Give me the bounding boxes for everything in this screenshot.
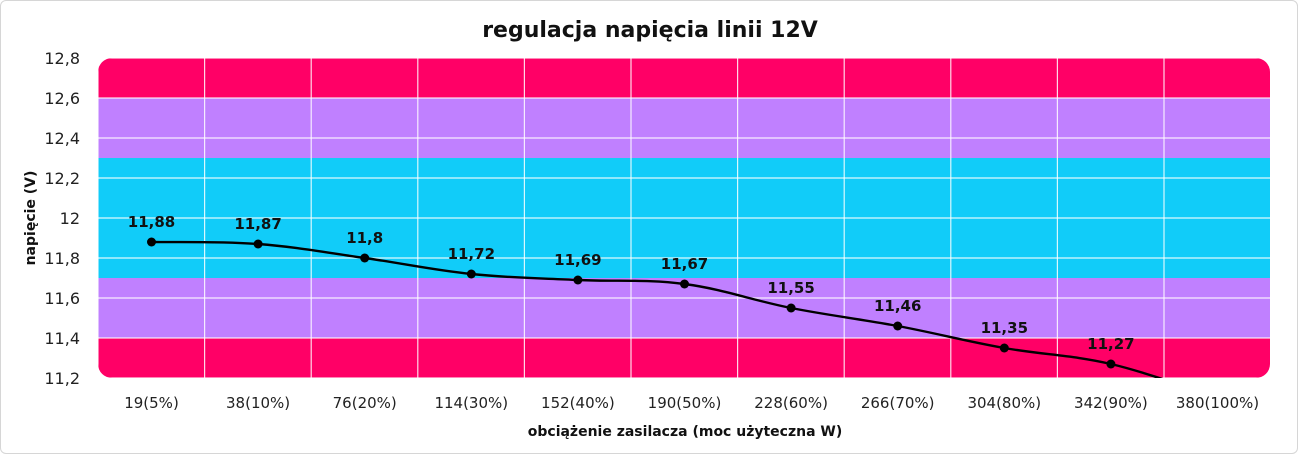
data-label: 11,27 — [1087, 335, 1134, 353]
data-point — [360, 253, 370, 263]
x-tick-label: 266(70%) — [861, 394, 935, 412]
chart-title: regulacja napięcia linii 12V — [482, 18, 818, 43]
data-label: 11,87 — [234, 215, 281, 233]
x-tick-label: 380(100%) — [1176, 394, 1259, 412]
data-point — [999, 343, 1009, 353]
y-tick-label: 12 — [60, 209, 80, 228]
x-tick-label: 19(5%) — [124, 394, 179, 412]
data-point — [893, 321, 903, 331]
x-tick-label: 76(20%) — [333, 394, 397, 412]
band-3 — [98, 98, 1270, 158]
data-point — [466, 269, 476, 279]
data-label: 11,72 — [448, 245, 495, 263]
data-point — [147, 237, 156, 247]
x-tick-label: 228(60%) — [754, 394, 828, 412]
x-tick-label: 152(40%) — [541, 394, 615, 412]
y-tick-label: 12,6 — [44, 89, 80, 108]
data-point — [680, 279, 689, 289]
data-label: 11,55 — [767, 279, 814, 297]
x-tick-label: 342(90%) — [1074, 394, 1148, 412]
data-label: 11,67 — [661, 255, 708, 273]
x-tick-label: 190(50%) — [648, 394, 722, 412]
data-label: 11,35 — [981, 319, 1028, 337]
data-point — [1106, 359, 1116, 369]
y-tick-label: 12,4 — [44, 129, 80, 148]
x-tick-label: 38(10%) — [226, 394, 290, 412]
y-tick-label: 11,8 — [44, 249, 80, 268]
y-tick-label: 12,8 — [44, 49, 80, 68]
data-point — [253, 239, 263, 249]
x-tick-label: 114(30%) — [434, 394, 508, 412]
data-label: 11,46 — [874, 297, 921, 315]
y-tick-label: 11,6 — [44, 289, 80, 308]
y-tick-label: 12,2 — [44, 169, 80, 188]
x-tick-label: 304(80%) — [967, 394, 1041, 412]
y-tick-label: 11,2 — [44, 369, 80, 388]
data-label: 11,69 — [554, 251, 601, 269]
y-tick-label: 11,4 — [44, 329, 80, 348]
data-point — [786, 303, 796, 313]
data-point — [573, 275, 583, 285]
band-4 — [98, 58, 1270, 98]
x-axis-label: obciążenie zasilacza (moc użyteczna W) — [527, 424, 843, 440]
data-label: 11,8 — [346, 229, 383, 247]
data-label: 11,88 — [128, 213, 175, 231]
